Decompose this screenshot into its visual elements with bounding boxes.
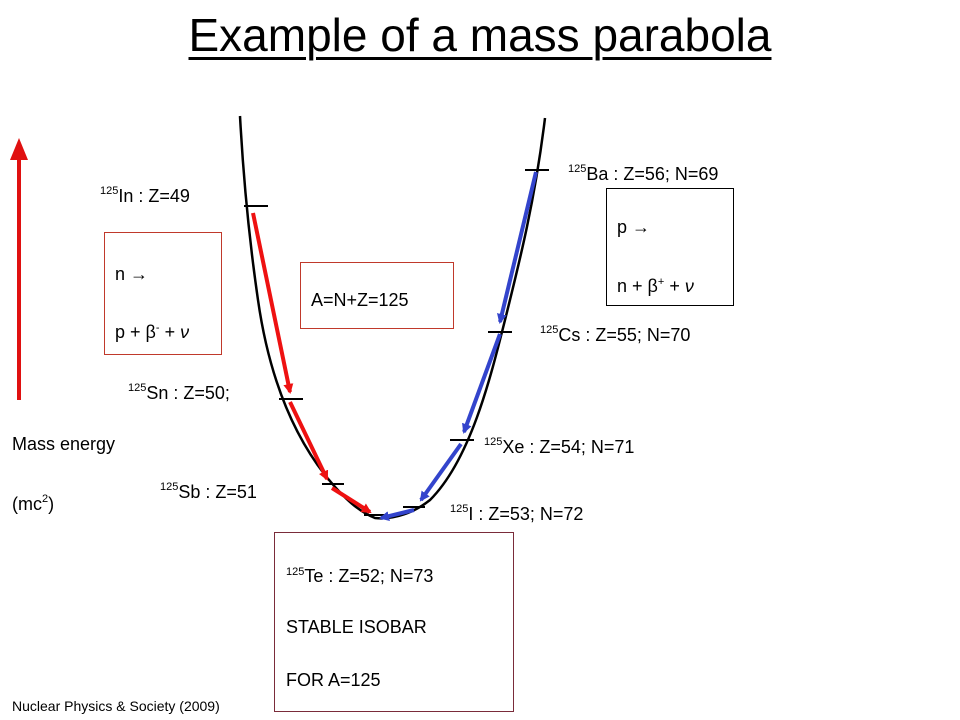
isobar-label-in: 125In : Z=49 xyxy=(100,185,190,206)
beta-minus-decay-arrows xyxy=(251,212,372,514)
footer-citation: Nuclear Physics & Society (2009) xyxy=(12,698,220,714)
isobar-label-sn: 125Sn : Z=50; xyxy=(128,382,230,403)
beta-plus-line1: p → xyxy=(617,217,651,237)
mass-energy-axis-arrow xyxy=(10,138,28,400)
isobar-tick-marks xyxy=(244,169,549,516)
beta-minus-decay-box: n → p + β- + ν xyxy=(104,232,222,355)
beta-symbol: β xyxy=(647,276,658,296)
isobar-label-cs: 125Cs : Z=55; N=70 xyxy=(540,324,691,345)
stable-isotope-line: 125Te : Z=52; N=73 xyxy=(286,566,434,586)
isobar-label-sb: 125Sb : Z=51 xyxy=(160,481,257,502)
mass-number-box: A=N+Z=125 xyxy=(300,262,454,329)
isobar-label-ba: 125Ba : Z=56; N=69 xyxy=(568,163,719,184)
beta-minus-line1: n → xyxy=(115,264,149,284)
beta-plus-decay-box: p → n + β+ + ν xyxy=(606,188,734,306)
beta-plus-line2: n + β+ + ν xyxy=(617,276,694,296)
isobar-label-xe: 125Xe : Z=54; N=71 xyxy=(484,436,635,457)
neutrino-symbol: ν xyxy=(684,276,694,296)
isobar-label-i: 125I : Z=53; N=72 xyxy=(450,503,584,524)
stable-isobar-box: 125Te : Z=52; N=73 STABLE ISOBAR FOR A=1… xyxy=(274,532,514,712)
mass-energy-unit-label: (mc2) xyxy=(12,493,55,514)
stable-mass-line: FOR A=125 xyxy=(286,670,381,690)
beta-plus-decay-arrows xyxy=(379,171,538,521)
parabola-curve xyxy=(238,115,547,520)
mass-energy-label: Mass energy xyxy=(12,434,116,454)
neutrino-symbol: ν xyxy=(180,322,190,342)
slide-title: Example of a mass parabola xyxy=(188,9,772,61)
beta-minus-line2: p + β- + ν xyxy=(115,322,190,342)
stable-isobar-line: STABLE ISOBAR xyxy=(286,617,427,637)
beta-symbol: β xyxy=(145,322,156,342)
